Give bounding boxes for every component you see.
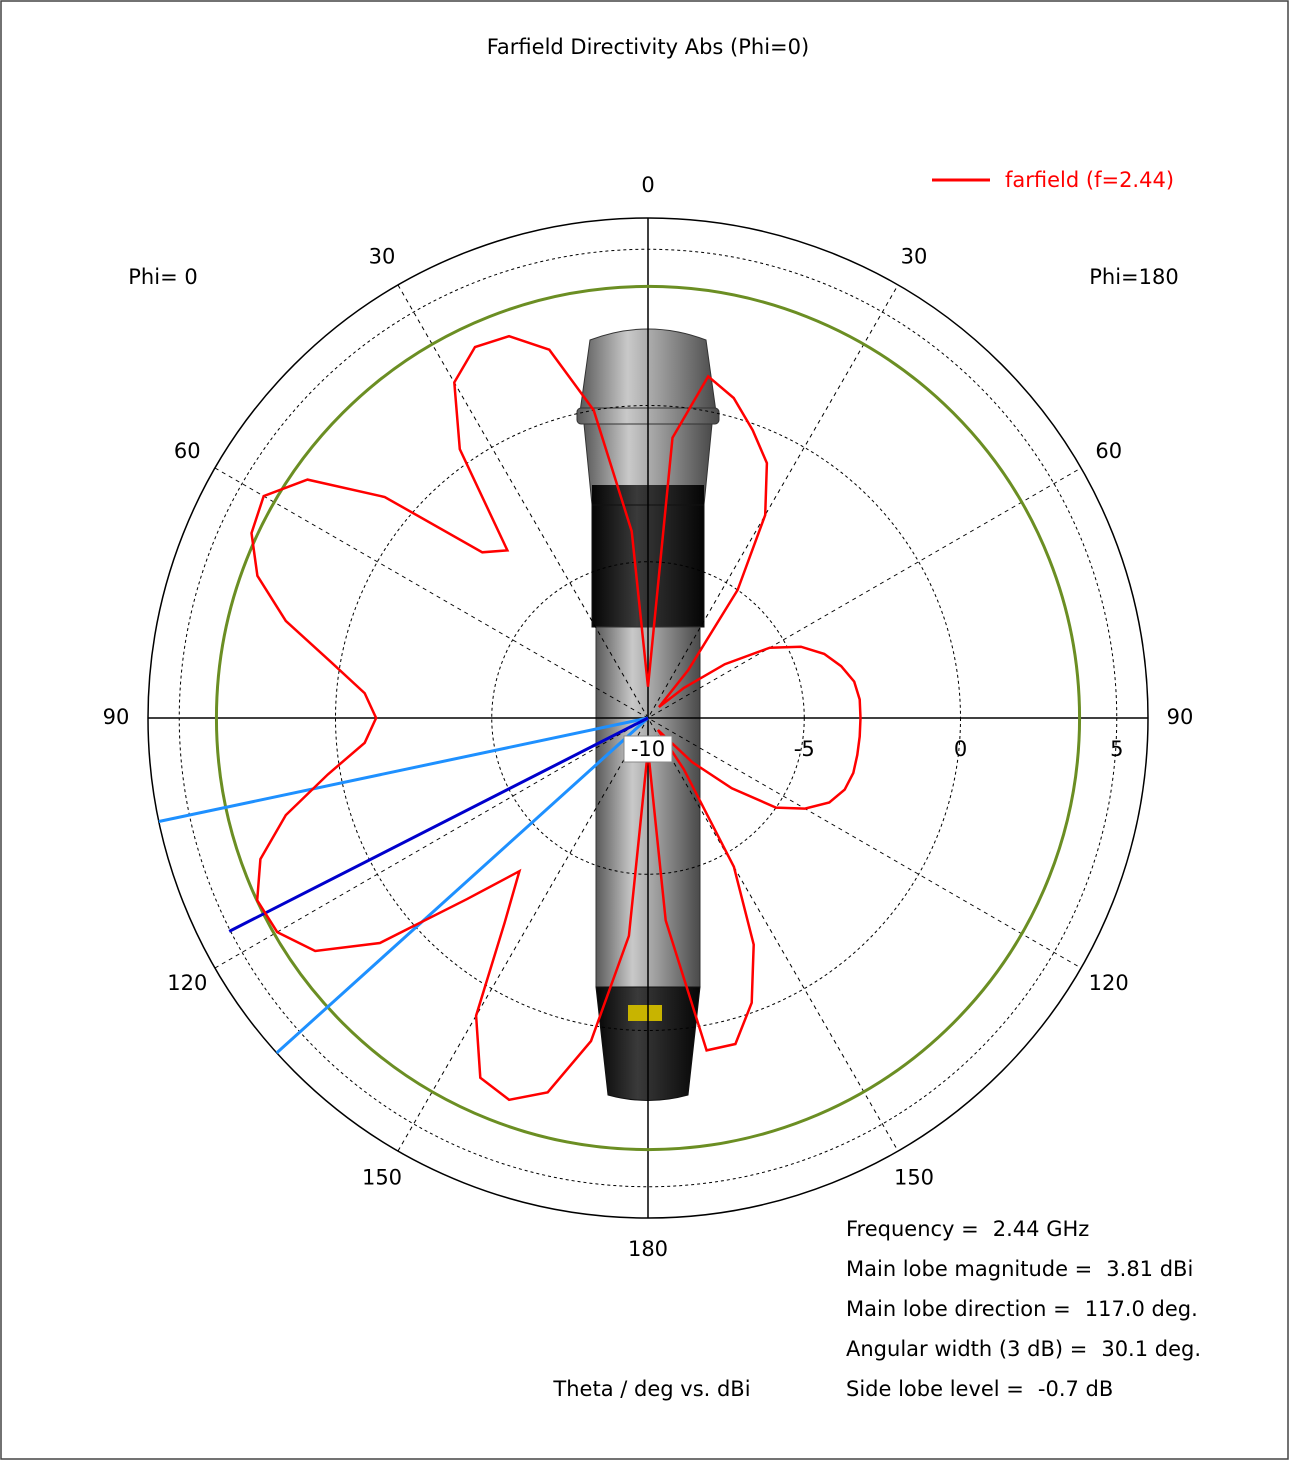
main-lobe-magnitude xyxy=(214,284,1082,1152)
phi-label: Phi= 0 xyxy=(128,265,197,289)
angle-tick-label: 90 xyxy=(1167,705,1194,729)
info-line: Main lobe direction = 117.0 deg. xyxy=(846,1297,1198,1321)
r-tick-label: -10 xyxy=(631,737,665,761)
r-tick-label: -5 xyxy=(794,737,815,761)
angle-tick-label: 30 xyxy=(901,244,928,268)
info-line: Frequency = 2.44 GHz xyxy=(846,1217,1089,1241)
info-value: 2.44 GHz xyxy=(993,1217,1090,1241)
info-label: Frequency = xyxy=(846,1217,979,1241)
info-value: 30.1 deg. xyxy=(1101,1337,1201,1361)
info-label: Angular width (3 dB) = xyxy=(846,1337,1087,1361)
info-value: 117.0 deg. xyxy=(1085,1297,1198,1321)
main-lobe-direction xyxy=(228,716,649,933)
info-label: Main lobe magnitude = xyxy=(846,1257,1092,1281)
angle-tick-label: 120 xyxy=(167,971,207,995)
beam-edge xyxy=(158,716,649,823)
axis-label: Theta / deg vs. dBi xyxy=(552,1377,750,1401)
r-tick-label: 0 xyxy=(954,737,967,761)
info-line: Side lobe level = -0.7 dB xyxy=(846,1377,1113,1401)
label-box xyxy=(623,735,673,763)
info-line: Angular width (3 dB) = 30.1 deg. xyxy=(846,1337,1201,1361)
chart-title: Farfield Directivity Abs (Phi=0) xyxy=(487,35,809,59)
info-label: Side lobe level = xyxy=(846,1377,1024,1401)
angle-tick-label: 60 xyxy=(1095,439,1122,463)
info-line: Main lobe magnitude = 3.81 dBi xyxy=(846,1257,1193,1281)
angle-tick-label: 150 xyxy=(894,1166,934,1190)
angle-tick-label: 90 xyxy=(103,705,130,729)
info-value: 3.81 dBi xyxy=(1106,1257,1193,1281)
angle-tick-label: 150 xyxy=(362,1166,402,1190)
angle-tick-label: 120 xyxy=(1089,971,1129,995)
angle-tick-label: 30 xyxy=(369,244,396,268)
angle-tick-label: 180 xyxy=(628,1237,668,1261)
info-value: -0.7 dB xyxy=(1038,1377,1113,1401)
angle-tick-label: 60 xyxy=(174,439,201,463)
legend-label: farfield (f=2.44) xyxy=(1005,168,1174,192)
info-label: Main lobe direction = xyxy=(846,1297,1071,1321)
angle-tick-label: 0 xyxy=(641,173,654,197)
r-tick-label: 5 xyxy=(1110,737,1123,761)
beam-edge xyxy=(275,716,650,1055)
phi-label: Phi=180 xyxy=(1089,265,1179,289)
